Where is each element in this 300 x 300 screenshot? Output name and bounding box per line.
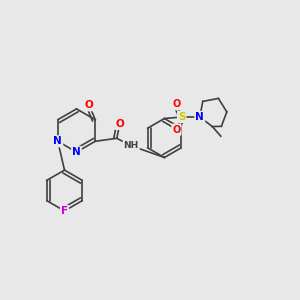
Text: O: O [172, 99, 181, 110]
Text: N: N [195, 112, 204, 122]
Text: N: N [72, 147, 81, 157]
Text: NH: NH [124, 141, 139, 150]
Text: O: O [85, 100, 94, 110]
Text: N: N [53, 136, 62, 146]
Text: O: O [116, 119, 124, 129]
Text: F: F [61, 206, 68, 216]
Text: O: O [172, 124, 181, 135]
Text: S: S [178, 112, 186, 122]
